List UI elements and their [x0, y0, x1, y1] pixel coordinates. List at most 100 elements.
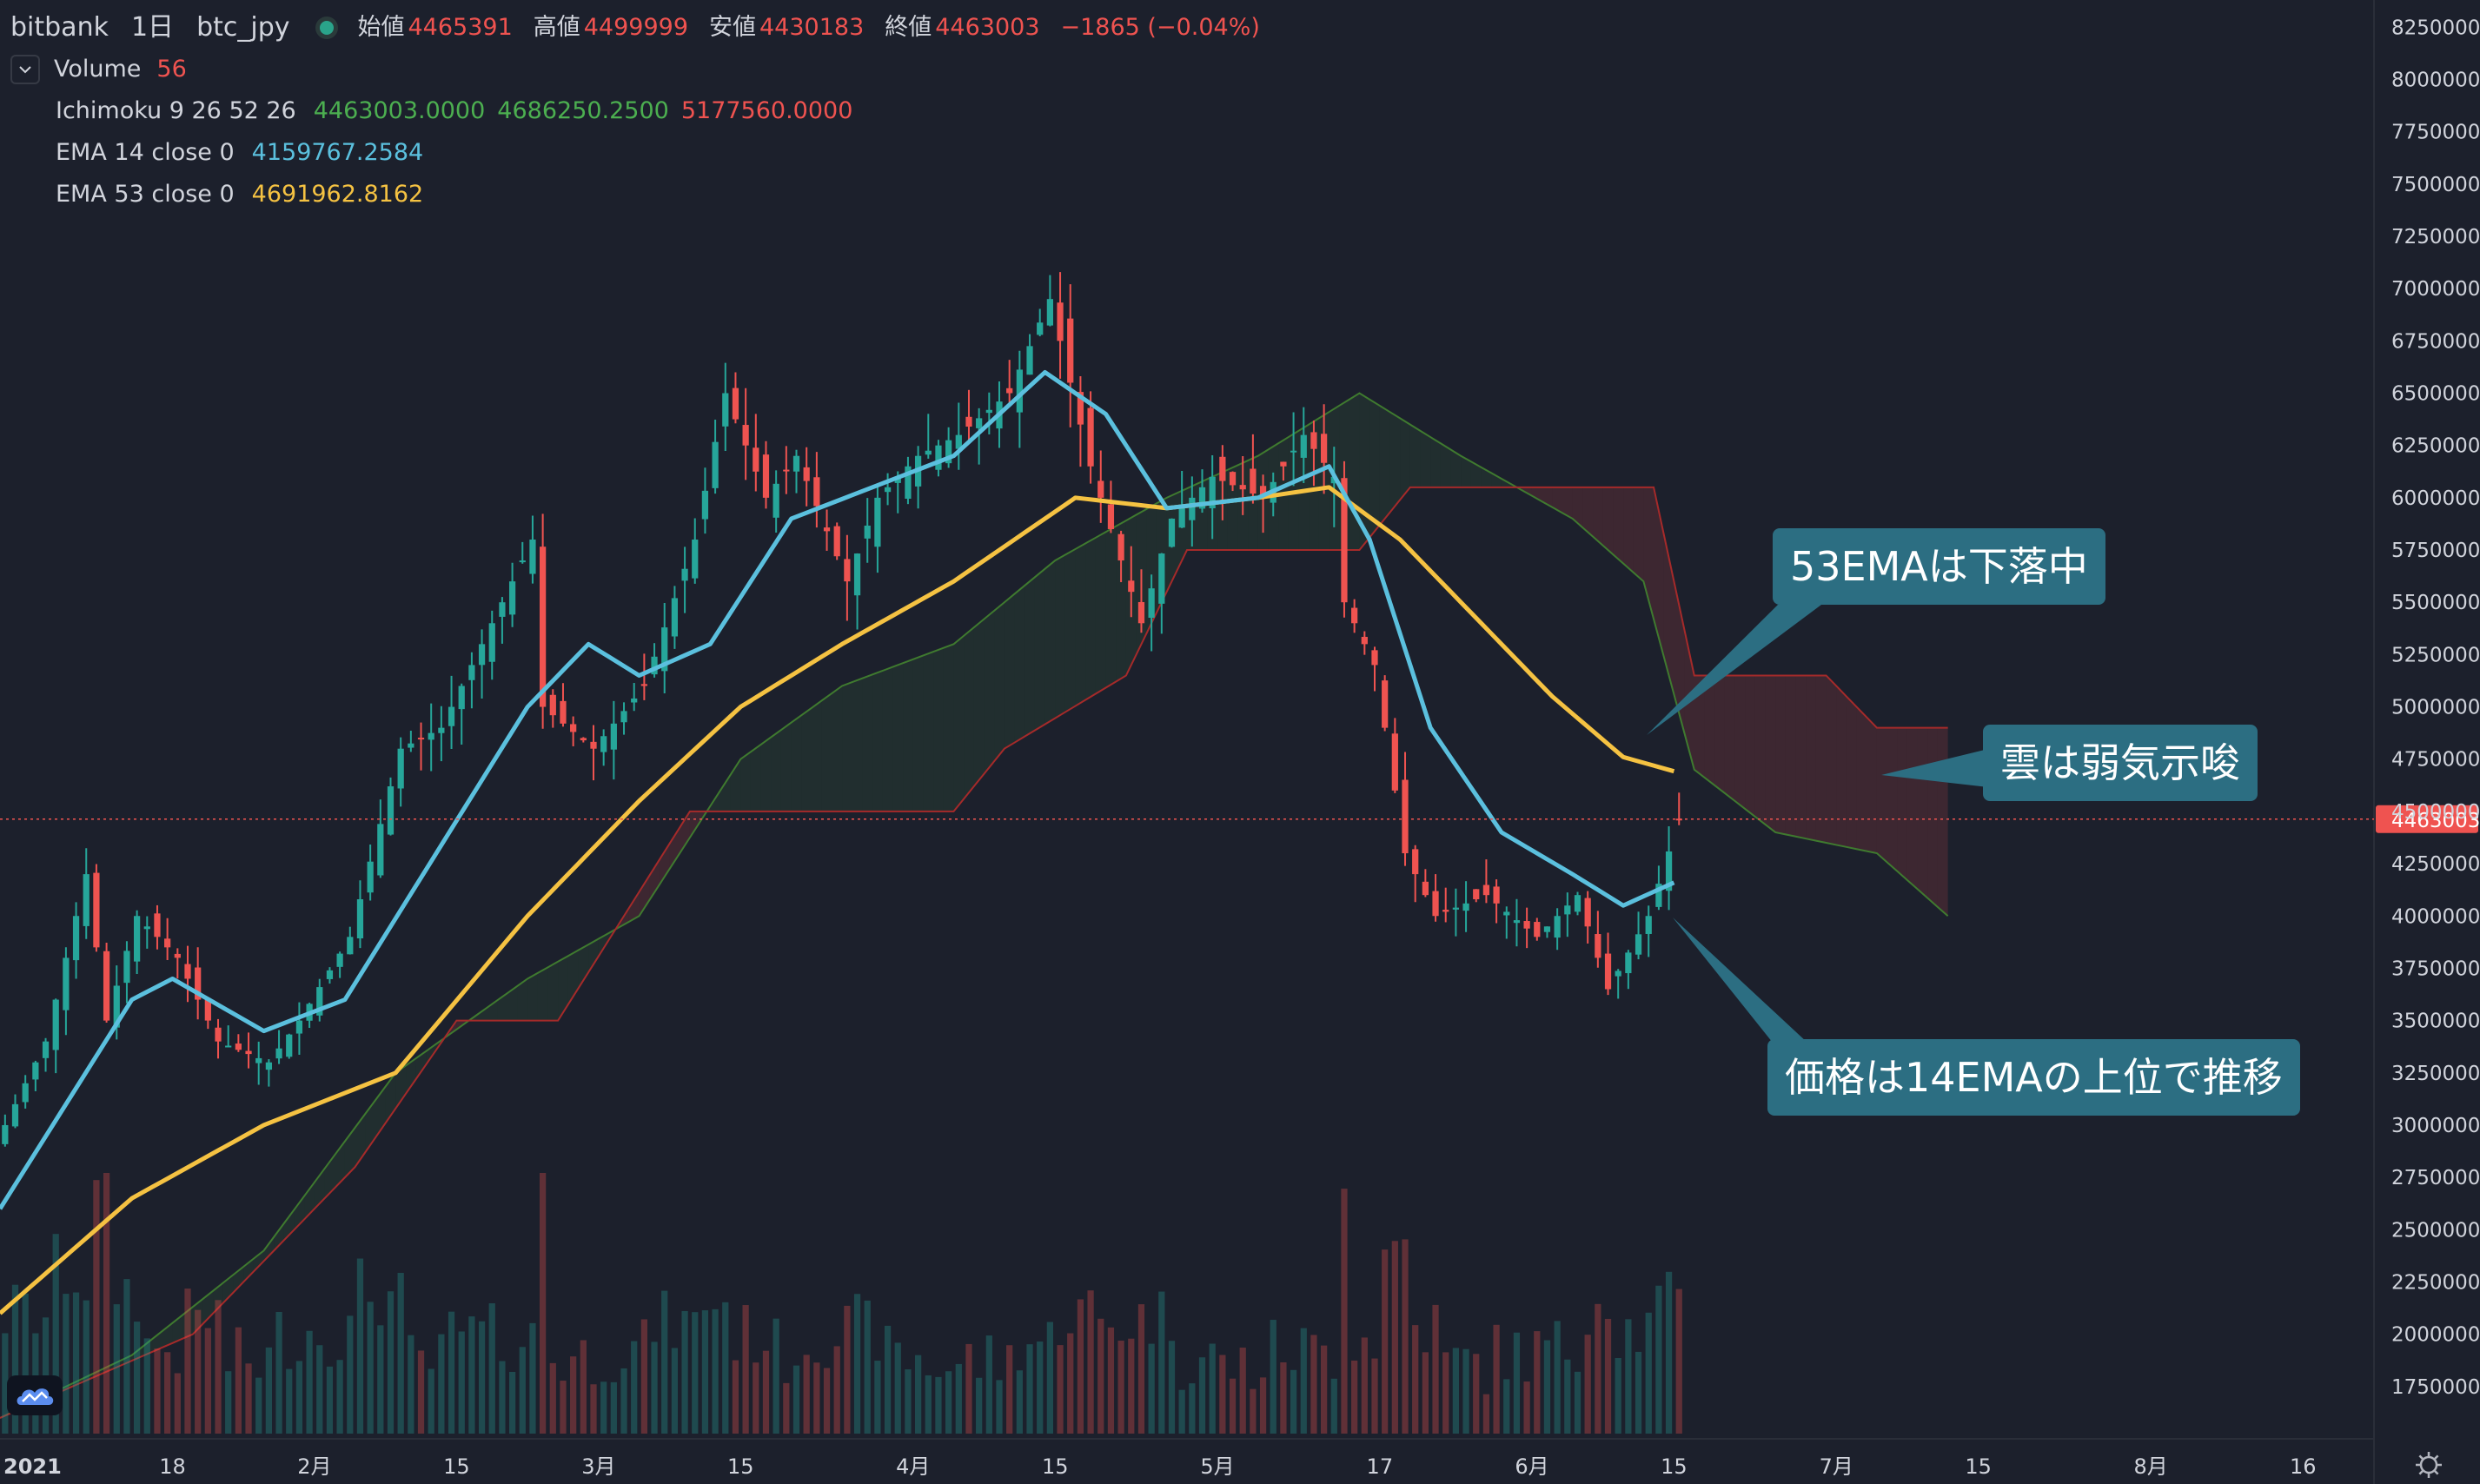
volume-bar: [813, 1362, 820, 1434]
cloud-segment: [1785, 675, 1796, 837]
candle-body: [1645, 916, 1652, 934]
chevron-down-icon: [19, 66, 31, 74]
candle-body: [1422, 881, 1429, 896]
volume-bar: [1402, 1239, 1409, 1434]
volume-bar: [1543, 1340, 1551, 1434]
volume-bar: [1473, 1354, 1480, 1434]
candle-body: [1493, 886, 1500, 904]
candle-body: [1543, 926, 1551, 932]
volume-bar: [1087, 1290, 1094, 1434]
cloud-segment: [903, 659, 913, 812]
ichimoku-value-3: 5177560.0000: [680, 97, 853, 124]
candle-body: [347, 937, 354, 955]
volume-bar: [387, 1291, 395, 1434]
price-tick-label: 5500000: [2391, 592, 2480, 614]
candle-body: [1615, 971, 1621, 977]
cloud-segment: [1349, 393, 1360, 551]
volume-bar: [184, 1289, 191, 1434]
candle-body: [1442, 910, 1449, 912]
candle-body: [1320, 434, 1328, 463]
ema14-row[interactable]: EMA 14 close 0 4159767.2584: [10, 132, 1281, 174]
candle-body: [753, 447, 759, 472]
cloud-segment: [274, 1222, 284, 1251]
ema53-row[interactable]: EMA 53 close 0 4691962.8162: [10, 174, 1281, 215]
candle-body: [1503, 911, 1510, 916]
volume-bar: [945, 1371, 952, 1434]
cloud-segment: [578, 944, 589, 989]
volume-bar: [640, 1319, 647, 1434]
candle-body: [1117, 533, 1124, 561]
candle-body: [235, 1043, 242, 1050]
candle-body: [1564, 905, 1571, 915]
price-tick-label: 6000000: [2391, 487, 2480, 510]
cloud-segment: [659, 843, 670, 885]
candle-body: [1341, 478, 1348, 603]
callout-cloud-bearish: 雲は弱気示唆: [1983, 725, 2258, 801]
price-tick-label: 7500000: [2391, 174, 2480, 196]
candle-body: [1595, 934, 1601, 958]
volume-bar: [1482, 1394, 1490, 1434]
volume-bar: [154, 1348, 161, 1434]
volume-bar: [1412, 1325, 1419, 1434]
collapse-legend-button[interactable]: [10, 55, 40, 84]
volume-bar: [215, 1300, 222, 1434]
volume-bar: [225, 1371, 232, 1434]
volume-bar: [742, 1305, 749, 1434]
volume-row[interactable]: Volume 56: [10, 49, 1281, 90]
settings-gear-icon[interactable]: [2416, 1452, 2442, 1478]
cloud-segment: [304, 1182, 315, 1220]
cloud-segment: [1836, 686, 1847, 847]
ichimoku-row[interactable]: Ichimoku 9 26 52 26 4463003.0000 4686250…: [10, 90, 1281, 132]
price-tick-label: 6750000: [2391, 330, 2480, 353]
symbol-name[interactable]: btc_jpy: [196, 12, 290, 43]
candle-body: [1168, 518, 1176, 547]
cloud-segment: [842, 682, 852, 812]
candle-body: [72, 916, 80, 961]
cloud-segment: [283, 1209, 295, 1241]
cloud-segment: [628, 891, 640, 922]
volume-value: 56: [156, 56, 187, 83]
price-tick-label: 3750000: [2391, 957, 2480, 980]
cloud-segment: [923, 652, 934, 812]
candle-body: [1523, 921, 1530, 929]
candle-body: [681, 568, 688, 581]
candle-body: [204, 997, 211, 1021]
price-tick-label: 7250000: [2391, 226, 2480, 248]
time-tick-label: 15: [1042, 1454, 1069, 1479]
volume-bar: [52, 1234, 59, 1434]
volume-bar: [508, 1371, 516, 1434]
candle-body: [215, 1027, 222, 1042]
interval-label[interactable]: 1日: [130, 12, 175, 43]
open-label: 始値: [357, 14, 405, 41]
volume-bar: [1229, 1378, 1237, 1434]
volume-bar: [1178, 1389, 1185, 1434]
candle-body: [1158, 553, 1165, 604]
cloud-segment: [740, 752, 751, 812]
change-value: −1865 (−0.04%): [1060, 14, 1260, 41]
exchange-name[interactable]: bitbank: [10, 12, 109, 43]
cloud-segment: [812, 700, 822, 812]
cloud-segment: [497, 993, 507, 1021]
cloud-segment: [547, 961, 559, 1021]
volume-bar: [833, 1346, 840, 1434]
volume-bar: [255, 1377, 262, 1434]
volume-bar: [1615, 1358, 1621, 1434]
ema14-line: [0, 369, 1675, 1210]
cloud-segment: [1876, 727, 1887, 863]
candle-body: [1574, 895, 1581, 912]
cloud-segment: [1694, 675, 1705, 778]
volume-bar: [164, 1352, 171, 1434]
volume-bar: [1198, 1357, 1206, 1434]
cloud-segment: [365, 1100, 375, 1153]
tradingview-logo[interactable]: [7, 1375, 63, 1415]
cloud-segment: [1897, 727, 1907, 880]
volume-bar: [610, 1381, 617, 1434]
cloud-segment: [984, 610, 995, 774]
volume-bar: [295, 1361, 303, 1434]
candle-body: [549, 694, 556, 716]
candle-body: [225, 1045, 232, 1048]
candle-body: [792, 455, 800, 472]
candle-body: [1046, 299, 1054, 326]
callout-price-above-ema14: 価格は14EMAの上位で推移: [1767, 1039, 2300, 1116]
